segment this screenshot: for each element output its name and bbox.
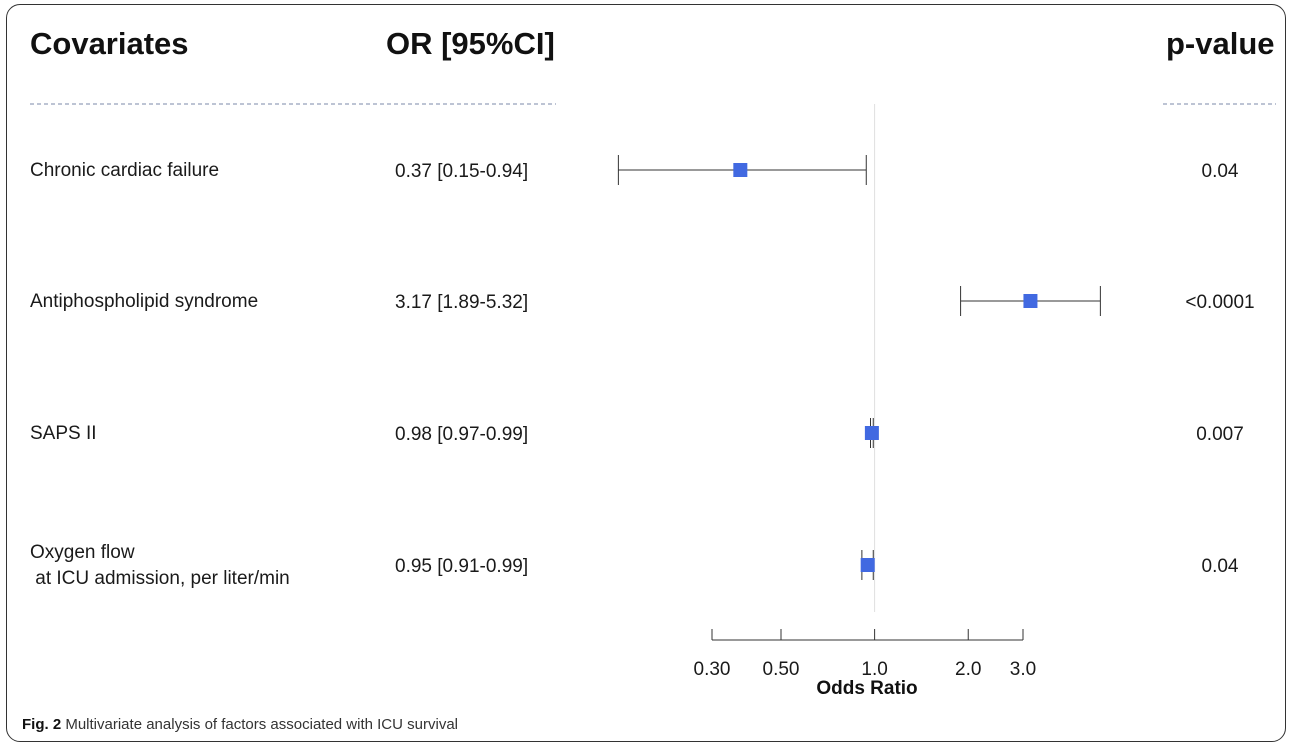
covariate-label: Chronic cardiac failure	[30, 160, 220, 181]
or-value: 3.17 [1.89-5.32]	[395, 292, 529, 313]
p-value: 0.04	[1201, 556, 1239, 577]
x-tick-label: 0.50	[763, 659, 800, 680]
covariate-label: SAPS II	[30, 423, 97, 444]
figure-caption: Fig. 2 Multivariate analysis of factors …	[22, 716, 458, 733]
x-tick-label: 3.0	[1010, 659, 1036, 680]
x-tick-label: 1.0	[861, 659, 887, 680]
p-value: 0.04	[1201, 161, 1239, 182]
estimate-marker	[864, 426, 879, 440]
header-pvalue: p-value	[1166, 26, 1275, 61]
x-tick-label: 2.0	[955, 659, 981, 680]
x-axis-label: Odds Ratio	[816, 678, 917, 699]
p-value: 0.007	[1196, 424, 1244, 445]
header-covariates: Covariates	[30, 26, 189, 61]
covariate-label: Antiphospholipid syndrome	[30, 291, 259, 312]
covariate-label: Oxygen flow at ICU admission, per liter/…	[30, 542, 290, 589]
or-value: 0.95 [0.91-0.99]	[395, 556, 529, 577]
figure-frame	[6, 4, 1286, 742]
or-value: 0.98 [0.97-0.99]	[395, 424, 529, 445]
p-value: <0.0001	[1185, 292, 1255, 313]
estimate-marker	[733, 163, 748, 177]
x-tick-label: 0.30	[694, 659, 731, 680]
estimate-marker	[860, 558, 875, 572]
estimate-marker	[1023, 294, 1038, 308]
header-or: OR [95%CI]	[386, 26, 555, 61]
or-value: 0.37 [0.15-0.94]	[395, 161, 529, 182]
